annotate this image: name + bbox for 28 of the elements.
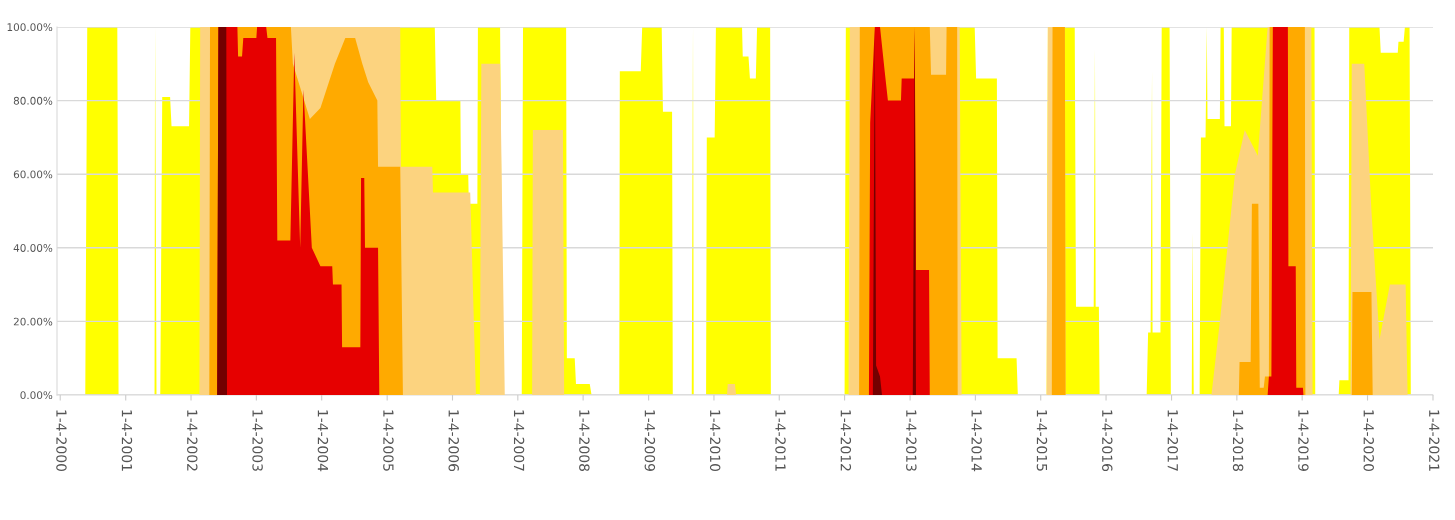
y-tick-label: 100.00% — [7, 23, 53, 32]
x-tick-label: 1-4-2008 — [579, 410, 590, 471]
x-tick-label: 1-4-2012 — [840, 410, 852, 471]
x-tick-label: 1-4-2021 — [1428, 410, 1440, 471]
x-tick-label: 1-4-2003 — [252, 410, 263, 471]
x-tick-label: 1-4-2019 — [1298, 410, 1309, 471]
y-tick-label: 0.00% — [20, 391, 53, 400]
y-tick-label: 60.00% — [13, 170, 53, 179]
x-tick-label: 1-4-2002 — [187, 410, 198, 471]
x-tick-label: 1-4-2016 — [1102, 410, 1113, 472]
x-tick-label: 1-4-2010 — [709, 410, 721, 472]
y-tick-label: 20.00% — [13, 317, 53, 326]
x-tick-label: 1-4-2015 — [1036, 410, 1048, 471]
x-tick-label: 1-4-2017 — [1167, 410, 1179, 471]
x-tick-label: 1-4-2004 — [317, 410, 329, 472]
x-tick-label: 1-4-2020 — [1363, 410, 1374, 472]
y-tick-label: 40.00% — [13, 244, 53, 252]
x-tick-label: 1-4-2009 — [644, 410, 656, 471]
y-tick-label: 80.00% — [13, 96, 53, 105]
x-tick-label: 1-4-2013 — [906, 410, 917, 471]
x-tick-label: 1-4-2011 — [775, 410, 786, 471]
x-tick-label: 1-4-2001 — [121, 410, 133, 471]
x-tick-label: 1-4-2005 — [383, 410, 394, 471]
x-tick-label: 1-4-2006 — [448, 410, 459, 472]
x-tick-label: 1-4-2014 — [971, 410, 982, 472]
x-tick-label: 1-4-2000 — [56, 410, 67, 472]
x-tick-label: 1-4-2007 — [513, 410, 525, 471]
x-tick-label: 1-4-2018 — [1232, 410, 1244, 471]
